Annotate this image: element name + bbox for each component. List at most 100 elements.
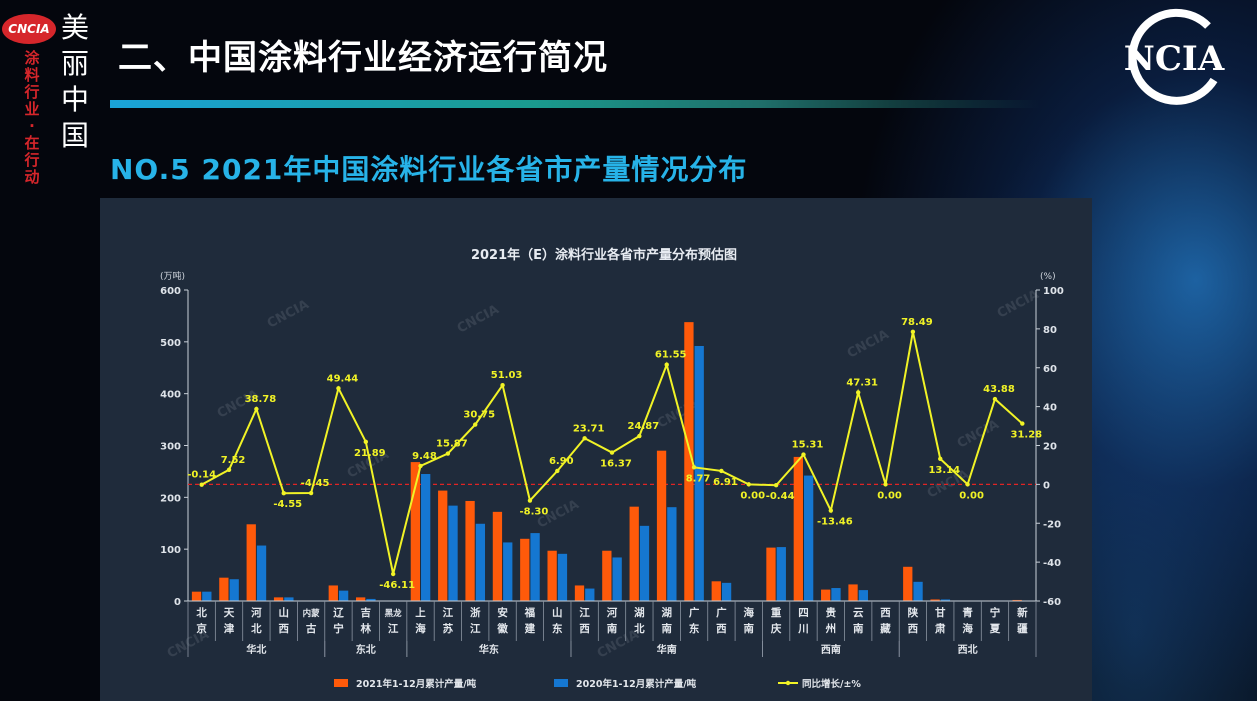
- x-tick-label: 辽: [333, 607, 344, 619]
- legend-swatch: [554, 679, 568, 687]
- x-tick-label: 青: [962, 606, 973, 619]
- x-tick-label: 苏: [443, 622, 454, 635]
- growth-point: [910, 329, 916, 335]
- growth-data-label: 16.37: [600, 459, 632, 470]
- x-tick-label: 广: [689, 606, 700, 619]
- bar-2021: [656, 450, 667, 601]
- x-tick-label: 西: [278, 623, 289, 635]
- growth-data-label: -4.55: [273, 499, 302, 510]
- bar-2021: [465, 500, 475, 601]
- growth-point: [855, 390, 861, 395]
- x-tick-label: 宁: [990, 606, 1001, 619]
- growth-point: [609, 450, 615, 455]
- x-tick-label: 重: [771, 606, 782, 619]
- growth-point: [992, 396, 998, 402]
- bar-2021: [574, 585, 585, 601]
- x-axis: 北京天津河北山西内蒙古辽宁吉林黑龙江上海江苏浙江安徽福建山东江西河南湖北湖南广东…: [187, 600, 1037, 657]
- logo-vertical-char: 美: [60, 11, 89, 44]
- growth-point: [199, 482, 204, 487]
- bar-2020: [940, 599, 951, 601]
- logo-slogan-char: 涂: [24, 49, 40, 67]
- legend-label: 2020年1-12月累计产量/吨: [576, 678, 697, 690]
- logo-vertical-text: 美丽中国: [58, 10, 92, 154]
- bar-2020: [256, 545, 267, 601]
- growth-point: [527, 498, 533, 503]
- x-tick-label: 江: [579, 606, 590, 619]
- bar-2021: [848, 584, 858, 601]
- logo-slogan-char: 业: [24, 100, 40, 118]
- growth-point: [473, 422, 478, 427]
- bar-2020: [694, 345, 704, 601]
- bar-2021: [492, 511, 503, 601]
- logo-slogan-char: 料: [24, 66, 40, 84]
- logo-vertical-char: 丽: [60, 47, 89, 80]
- growth-data-label: 9.48: [412, 451, 437, 462]
- growth-data-label: 0.00: [877, 490, 902, 501]
- x-tick-label: 南: [853, 622, 864, 635]
- growth-line: -0.14 7.52 38.78 -4.55 -4.45 49.44 21.89 -46.11…: [187, 317, 1042, 591]
- x-tick-label: 京: [196, 622, 207, 635]
- x-tick-label: 藏: [880, 622, 891, 635]
- region-label: 东北: [356, 643, 376, 656]
- x-tick-label: 湖: [634, 606, 645, 619]
- chart-title: 2021年（E）涂料行业各省市产量分布预估图: [471, 247, 737, 263]
- watermark: CNCIA: [845, 327, 892, 361]
- bar-2021: [191, 591, 202, 601]
- x-tick-label: 吉: [361, 606, 372, 619]
- bar-2020: [338, 590, 349, 601]
- bar-2021: [438, 490, 448, 601]
- bar-2021: [602, 550, 612, 601]
- cncia-logo: NCIA: [1124, 8, 1225, 105]
- x-tick-label: 西: [908, 623, 919, 635]
- x-tick-label: 西: [579, 623, 590, 635]
- x-tick-label: 宁: [333, 622, 344, 635]
- y-tick-label: 200: [160, 493, 181, 504]
- bar-2021: [219, 577, 229, 601]
- x-tick-label: 甘: [935, 606, 946, 619]
- growth-data-label: 7.52: [221, 455, 246, 466]
- bar-2020: [667, 507, 677, 601]
- bar-2021: [273, 597, 284, 601]
- growth-point: [773, 483, 779, 488]
- y-tick-label: 600: [160, 286, 181, 297]
- growth-data-label: 0.00: [959, 490, 984, 501]
- growth-point: [801, 452, 806, 457]
- legend-swatch: [334, 679, 348, 687]
- x-tick-label: 西: [880, 607, 891, 619]
- growth-point: [582, 436, 587, 441]
- y2-tick-label: -60: [1043, 597, 1061, 608]
- growth-data-label: 51.03: [491, 370, 523, 381]
- growth-data-label: 6.91: [713, 477, 738, 488]
- logo-beautiful-china: CNCIA 涂料行业 · 在行动 美丽中国: [2, 8, 92, 188]
- legend-swatch-marker: [785, 680, 791, 686]
- bar-2021: [821, 589, 831, 601]
- x-tick-label: 州: [825, 623, 837, 635]
- bar-2020: [858, 590, 868, 601]
- growth-data-label: 49.44: [327, 373, 359, 384]
- growth-data-label: 13.14: [928, 465, 960, 476]
- growth-point: [363, 439, 369, 445]
- growth-point: [746, 482, 751, 487]
- bar-2020: [831, 588, 841, 601]
- growth-data-label: 15.31: [792, 440, 824, 451]
- x-tick-label: 江: [470, 622, 481, 635]
- bar-2020: [202, 591, 212, 601]
- x-tick-label: 河: [251, 607, 262, 619]
- x-tick-label: 黑龙: [385, 608, 403, 619]
- x-tick-label: 西: [716, 623, 727, 635]
- growth-data-label: 15.87: [436, 439, 468, 450]
- legend-label: 2021年1-12月累计产量/吨: [356, 678, 477, 690]
- x-tick-label: 北: [196, 606, 207, 619]
- x-tick-label: 海: [744, 606, 755, 619]
- bar-2020: [557, 553, 568, 601]
- growth-point: [281, 491, 286, 496]
- x-tick-label: 古: [306, 622, 317, 635]
- bar-2021: [328, 585, 338, 601]
- logo-cncia-badge: CNCIA: [2, 14, 56, 44]
- growth-point: [336, 386, 341, 391]
- x-tick-label: 河: [607, 607, 618, 619]
- bar-2021: [246, 524, 256, 601]
- bar-2020: [639, 525, 650, 601]
- watermark: CNCIA: [955, 417, 1002, 451]
